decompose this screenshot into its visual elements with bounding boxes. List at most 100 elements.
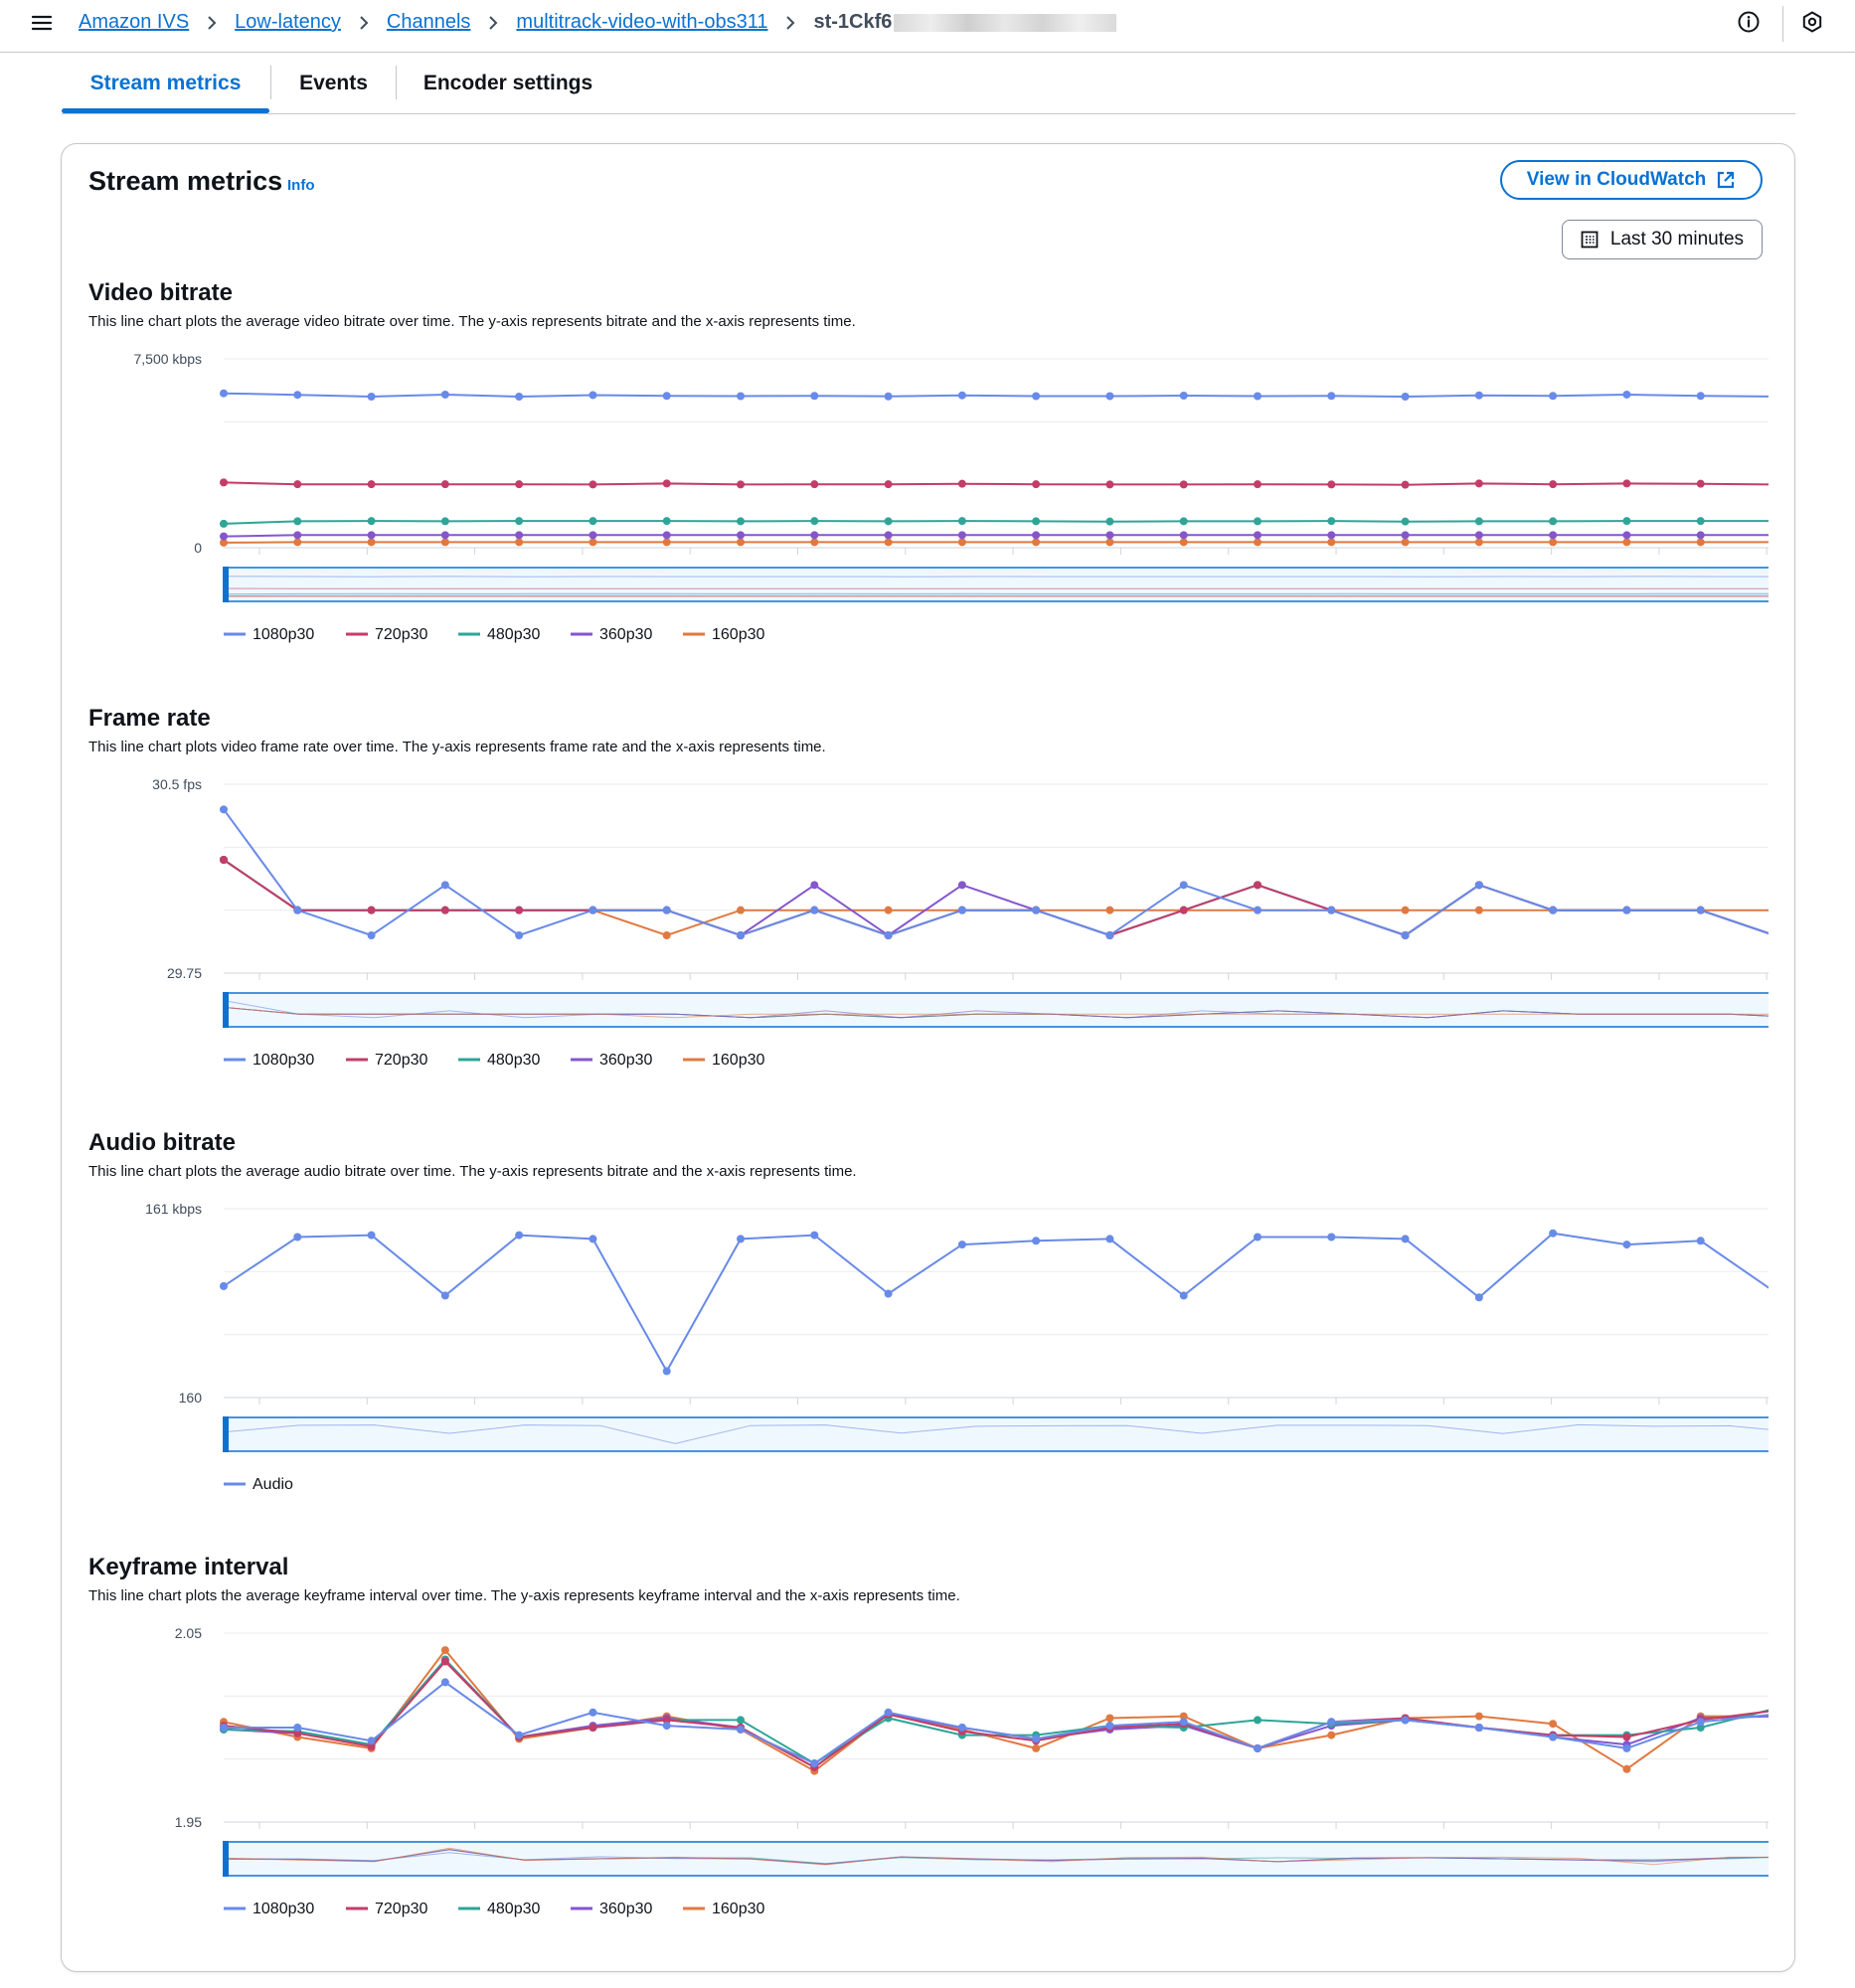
data-point-720p30 [440,480,449,489]
chevron-right-icon [360,15,369,30]
legend-label: 360p30 [599,626,652,643]
info-circle-icon[interactable] [1737,10,1761,34]
data-point-audio [1622,1241,1631,1249]
navigator-line [223,1847,1769,1866]
video-bitrate-description: This line chart plots the average video … [88,313,856,330]
tab-stream-metrics[interactable]: Stream metrics [89,72,242,94]
data-point-160p30 [957,538,966,547]
data-point-360p30 [515,531,524,540]
navigator-left-handle[interactable] [223,1841,229,1877]
data-point-360p30 [1474,531,1483,540]
navigator-left-handle[interactable] [223,1416,229,1452]
frame-rate-chart[interactable]: 30.5 fps 29.75 1080p30 720p30 480p30 360p30 16… [88,704,1769,1081]
data-point-480p30 [884,517,893,526]
data-point-720p30 [1549,480,1558,489]
data-point-480p30 [810,517,819,526]
data-point-480p30 [1032,517,1041,526]
legend-item-160p30[interactable]: 160p30 [683,1901,764,1917]
data-point-160p30 [662,931,671,939]
data-point-480p30 [737,517,745,526]
data-point-1080p30 [293,391,302,400]
navigator-left-handle[interactable] [223,567,229,602]
info-link[interactable]: Info [287,177,315,194]
time-range-selector[interactable]: Last 30 minutes [1562,220,1763,259]
legend-item-160p30[interactable]: 160p30 [683,1052,764,1069]
legend-item-1080p30[interactable]: 1080p30 [224,1052,314,1069]
data-point-1080p30 [1401,931,1410,939]
data-point-720p30 [1254,881,1262,890]
data-point-1080p30 [367,1737,376,1745]
audio-bitrate-chart[interactable]: 161 kbps 160 Audio [88,1128,1769,1506]
hamburger-menu-icon[interactable] [30,11,54,35]
legend-item-360p30[interactable]: 360p30 [571,626,652,643]
legend-item-audio[interactable]: Audio [224,1476,293,1493]
video-bitrate-chart[interactable]: 7,500 kbps 0 1080p30 720p30 480p30 360p30 160p… [88,278,1769,656]
data-point-160p30 [1032,538,1041,547]
breadcrumb-channel[interactable]: multitrack-video-with-obs311 [516,11,768,33]
active-tab-indicator [62,108,269,113]
navigator-left-handle[interactable] [223,992,229,1028]
series-line-720p30 [223,1660,1769,1769]
settings-hexagon-icon[interactable] [1800,10,1824,34]
data-point-1080p30 [662,906,671,914]
data-point-160p30 [440,1646,449,1655]
data-point-160p30 [1474,1712,1483,1721]
data-point-360p30 [1105,531,1114,540]
data-point-160p30 [1474,538,1483,547]
data-point-1080p30 [884,392,893,401]
breadcrumb-current-stream: st-1Ckf6 [813,11,893,33]
breadcrumb-amazon-ivs[interactable]: Amazon IVS [79,11,190,33]
data-point-1080p30 [1696,392,1705,401]
legend-item-480p30[interactable]: 480p30 [458,1901,540,1917]
legend-label: 160p30 [712,626,764,643]
data-point-360p30 [1032,531,1041,540]
top-navigation: Amazon IVS Low-latency Channels multitra… [0,0,1855,53]
data-point-480p30 [440,517,449,526]
data-point-720p30 [1254,480,1262,489]
breadcrumb-channels[interactable]: Channels [386,11,471,33]
legend-item-480p30[interactable]: 480p30 [458,1052,540,1069]
data-point-480p30 [957,517,966,526]
legend-item-1080p30[interactable]: 1080p30 [224,626,314,643]
data-point-1080p30 [957,906,966,914]
legend-item-1080p30[interactable]: 1080p30 [224,1901,314,1917]
data-point-720p30 [1179,480,1188,489]
data-point-360p30 [662,531,671,540]
legend-item-720p30[interactable]: 720p30 [346,1901,427,1917]
legend-label: 480p30 [487,1901,540,1917]
view-in-cloudwatch-button[interactable]: View in CloudWatch [1500,160,1763,200]
tab-encoder-settings[interactable]: Encoder settings [422,72,593,94]
legend-item-160p30[interactable]: 160p30 [683,626,764,643]
data-point-360p30 [810,881,819,890]
external-link-icon [1718,171,1735,189]
legend-item-360p30[interactable]: 360p30 [571,1052,652,1069]
data-point-360p30 [1179,531,1188,540]
data-point-160p30 [293,538,302,547]
legend-item-360p30[interactable]: 360p30 [571,1901,652,1917]
data-point-1080p30 [293,906,302,914]
data-point-360p30 [957,531,966,540]
data-point-audio [810,1231,819,1240]
breadcrumb-low-latency[interactable]: Low-latency [235,11,341,33]
y-axis-top-label: 30.5 fps [152,776,202,792]
legend-item-480p30[interactable]: 480p30 [458,626,540,643]
keyframe-interval-chart[interactable]: 2.05 1.95 1080p30 720p30 480p30 360p30 160p30 [88,1553,1769,1950]
data-point-1080p30 [1105,392,1114,401]
view-in-cloudwatch-label: View in CloudWatch [1526,169,1707,190]
tab-events[interactable]: Events [299,72,368,94]
legend-item-720p30[interactable]: 720p30 [346,626,427,643]
data-point-audio [1179,1291,1188,1300]
data-point-160p30 [1549,1720,1558,1729]
data-point-1080p30 [662,392,671,401]
data-point-160p30 [662,538,671,547]
data-point-160p30 [515,538,524,547]
chevron-right-icon [786,15,795,30]
data-point-160p30 [884,906,893,914]
data-point-audio [1474,1293,1483,1302]
data-point-1080p30 [1622,906,1631,914]
data-point-1080p30 [1696,906,1705,914]
legend-item-720p30[interactable]: 720p30 [346,1052,427,1069]
tab-divider [396,66,397,99]
data-point-480p30 [1254,517,1262,526]
data-point-160p30 [1179,538,1188,547]
